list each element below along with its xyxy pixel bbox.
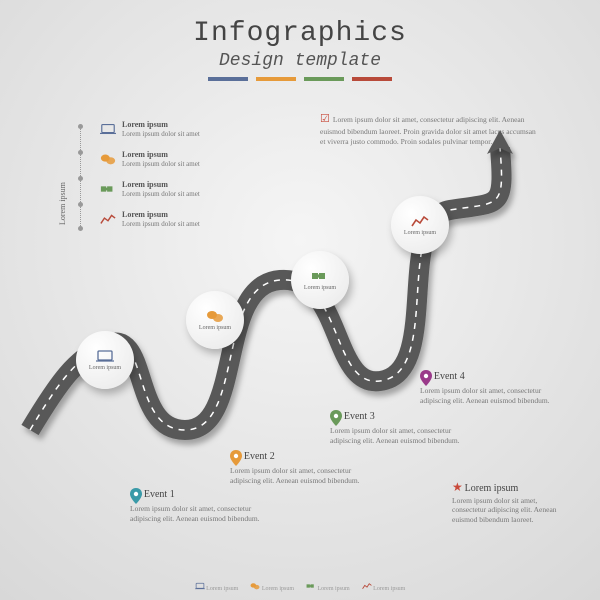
header: Infographics Design template — [0, 0, 600, 81]
laptop-icon — [100, 122, 116, 136]
event-text: Lorem ipsum dolor sit amet, consectetur … — [130, 504, 260, 523]
legend-row: Lorem ipsumLorem ipsum dolor sit amet — [100, 120, 200, 138]
intro-block: ☑Lorem ipsum dolor sit amet, consectetur… — [320, 112, 540, 147]
legend-row: Lorem ipsumLorem ipsum dolor sit amet — [100, 150, 200, 168]
road-node: Lorem ipsum — [76, 331, 134, 389]
star-icon: ★ — [452, 480, 463, 494]
event-block: Event 1 Lorem ipsum dolor sit amet, conse… — [130, 488, 280, 524]
puzzle-icon — [100, 182, 116, 196]
legend-dot — [78, 150, 83, 155]
accent-bar — [352, 77, 392, 81]
event-block: Event 4 Lorem ipsum dolor sit amet, conse… — [420, 370, 570, 406]
chart-icon — [411, 214, 429, 228]
node-label: Lorem ipsum — [199, 325, 231, 331]
footer-item: Lorem ipsum — [195, 586, 239, 592]
event-text: Lorem ipsum dolor sit amet, consectetur … — [330, 426, 460, 445]
accent-bar — [256, 77, 296, 81]
axis-label: Lorem ipsum — [58, 182, 67, 225]
legend-title: Lorem ipsum — [122, 150, 200, 160]
legend-dot — [78, 202, 83, 207]
legend-sub: Lorem ipsum dolor sit amet — [122, 190, 200, 198]
event-block: Event 3 Lorem ipsum dolor sit amet, conse… — [330, 410, 480, 446]
chat-icon — [206, 309, 224, 323]
pin-icon — [130, 488, 142, 504]
accent-bars — [0, 77, 600, 81]
event-block: Event 2 Lorem ipsum dolor sit amet, conse… — [230, 450, 380, 486]
road-node: Lorem ipsum — [291, 251, 349, 309]
check-icon: ☑ — [320, 113, 330, 125]
road-node: Lorem ipsum — [391, 196, 449, 254]
footer-item: Lorem ipsum — [306, 586, 350, 592]
event-title: Event 2 — [244, 451, 275, 462]
footer-item: Lorem ipsum — [362, 586, 406, 592]
legend-dot — [78, 176, 83, 181]
legend: Lorem ipsumLorem ipsum dolor sit ametLor… — [100, 120, 200, 240]
event-title: Event 1 — [144, 489, 175, 500]
laptop-icon — [96, 349, 114, 363]
chat-icon — [100, 152, 116, 166]
footer-item: Lorem ipsum — [250, 586, 294, 592]
legend-sub: Lorem ipsum dolor sit amet — [122, 160, 200, 168]
event-title: Event 3 — [344, 411, 375, 422]
legend-row: Lorem ipsumLorem ipsum dolor sit amet — [100, 210, 200, 228]
pin-icon — [420, 370, 432, 386]
pin-icon — [330, 410, 342, 426]
accent-bar — [304, 77, 344, 81]
event-text: Lorem ipsum dolor sit amet, consectetur … — [420, 386, 550, 405]
pin-icon — [230, 450, 242, 466]
node-label: Lorem ipsum — [404, 230, 436, 236]
footer: Lorem ipsum Lorem ipsum Lorem ipsum Lore… — [0, 582, 600, 592]
chart-icon — [100, 212, 116, 226]
event-text: Lorem ipsum dolor sit amet, consectetur … — [230, 466, 360, 485]
intro-text: Lorem ipsum dolor sit amet, consectetur … — [320, 115, 536, 146]
page-title: Infographics — [0, 18, 600, 49]
side-text: Lorem ipsum dolor sit amet, consectetur … — [452, 496, 557, 525]
accent-bar — [208, 77, 248, 81]
legend-title: Lorem ipsum — [122, 210, 200, 220]
legend-title: Lorem ipsum — [122, 180, 200, 190]
node-label: Lorem ipsum — [89, 365, 121, 371]
legend-dot — [78, 226, 83, 231]
legend-title: Lorem ipsum — [122, 120, 200, 130]
side-note: ★ Lorem ipsum Lorem ipsum dolor sit amet… — [452, 480, 572, 525]
page-subtitle: Design template — [0, 51, 600, 71]
puzzle-icon — [311, 269, 329, 283]
road-node: Lorem ipsum — [186, 291, 244, 349]
node-label: Lorem ipsum — [304, 285, 336, 291]
side-title: Lorem ipsum — [465, 483, 519, 494]
legend-sub: Lorem ipsum dolor sit amet — [122, 220, 200, 228]
legend-dot — [78, 124, 83, 129]
legend-sub: Lorem ipsum dolor sit amet — [122, 130, 200, 138]
event-title: Event 4 — [434, 371, 465, 382]
legend-row: Lorem ipsumLorem ipsum dolor sit amet — [100, 180, 200, 198]
